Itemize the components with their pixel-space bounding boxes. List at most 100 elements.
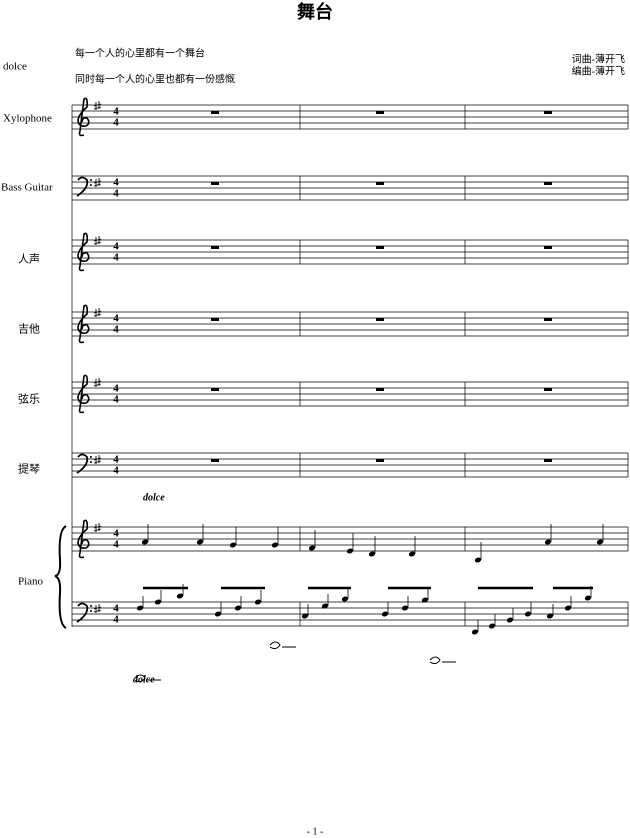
note (301, 613, 309, 619)
note (154, 599, 162, 605)
time-signature: 4 (113, 177, 119, 189)
whole-rest (211, 318, 219, 321)
whole-rest (376, 111, 384, 114)
sharp (93, 455, 102, 464)
instrument-name: 人声 (18, 252, 40, 266)
whole-rest (544, 459, 552, 462)
treble-clef (77, 304, 90, 344)
note (546, 613, 554, 619)
instrument-name: 提琴 (18, 463, 40, 476)
time-signature: 4 (113, 324, 119, 336)
page-number: - 1 - (307, 826, 324, 837)
bass-clef (76, 453, 89, 474)
time-signature: 4 (113, 117, 119, 129)
title: 舞台 (297, 1, 333, 22)
note (421, 597, 429, 603)
sharp (93, 378, 102, 387)
note (564, 605, 572, 611)
sharp (93, 178, 102, 187)
whole-rest (376, 388, 384, 391)
treble-clef (77, 97, 90, 137)
treble-clef (77, 232, 90, 272)
time-signature: 4 (113, 454, 119, 466)
whole-rest (376, 459, 384, 462)
sharp (93, 308, 102, 317)
whole-rest (544, 182, 552, 185)
bass-clef-dot (90, 605, 92, 607)
whole-rest (544, 318, 552, 321)
bass-clef-dot (90, 184, 92, 186)
note (474, 557, 482, 563)
note (381, 611, 389, 617)
note (544, 539, 552, 545)
sharp (93, 236, 102, 245)
bass-clef-dot (90, 456, 92, 458)
time-signature: 4 (113, 188, 119, 200)
note (471, 629, 479, 635)
note (308, 545, 316, 551)
time-signature: 4 (113, 394, 119, 406)
bass-clef (76, 602, 89, 623)
whole-rest (544, 111, 552, 114)
instrument-name: Xylophone (3, 113, 52, 125)
sharp (93, 604, 102, 613)
whole-rest (544, 388, 552, 391)
note (346, 548, 354, 554)
whole-rest (211, 111, 219, 114)
time-signature: 4 (113, 383, 119, 395)
treble-clef (77, 519, 90, 559)
note (321, 603, 329, 609)
lyric-line: 每一个人的心里都有一个舞台 (75, 46, 205, 59)
instrument-name: Piano (18, 576, 44, 588)
whole-rest (376, 182, 384, 185)
bass-clef-dot (90, 610, 92, 612)
note (214, 611, 222, 617)
treble-clef (77, 374, 90, 414)
time-signature: 4 (113, 106, 119, 118)
lyric-line: 同时每一个人的心里也都有一份感慨 (75, 72, 235, 85)
tempo-mark: dolce (3, 61, 27, 73)
pedal-mark (269, 641, 296, 650)
time-signature: 4 (113, 603, 119, 615)
instrument-name: 吉他 (18, 323, 40, 336)
credit: 词曲-薄开飞 (572, 52, 625, 65)
note (408, 551, 416, 557)
time-signature: 4 (113, 539, 119, 551)
note (368, 551, 376, 557)
time-signature: 4 (113, 313, 119, 325)
whole-rest (376, 246, 384, 249)
note (141, 539, 149, 545)
time-signature: 4 (113, 252, 119, 264)
note (136, 605, 144, 611)
whole-rest (211, 182, 219, 185)
note (488, 623, 496, 629)
note (271, 542, 279, 548)
note (234, 605, 242, 611)
note (196, 539, 204, 545)
note (229, 542, 237, 548)
note (254, 599, 262, 605)
whole-rest (544, 246, 552, 249)
instrument-name: 弦乐 (18, 392, 40, 406)
note (176, 593, 184, 599)
whole-rest (376, 318, 384, 321)
note (506, 617, 514, 623)
note (401, 605, 409, 611)
note (584, 595, 592, 601)
sharp (93, 523, 102, 532)
note (596, 539, 604, 545)
whole-rest (211, 246, 219, 249)
whole-rest (211, 388, 219, 391)
time-signature: 4 (113, 528, 119, 540)
credit: 编曲-薄开飞 (572, 64, 625, 77)
time-signature: 4 (113, 465, 119, 477)
bass-clef-dot (90, 179, 92, 181)
brace (54, 525, 67, 629)
note (341, 596, 349, 602)
pedal-mark (429, 656, 456, 665)
note (524, 611, 532, 617)
dynamic: dolce (143, 492, 165, 503)
bass-clef (76, 176, 89, 197)
pedal-mark (134, 674, 161, 683)
